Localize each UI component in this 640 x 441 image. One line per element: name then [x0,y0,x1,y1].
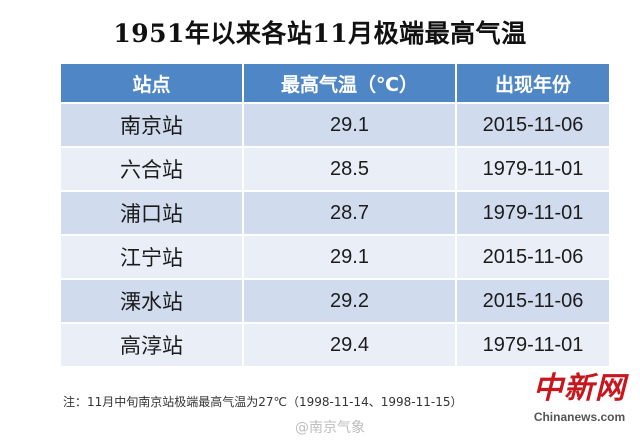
logo-english-text: Chinanews.com [533,410,626,424]
logo-chinese-text: 中新网 [533,371,626,406]
temp-cell: 29.1 [242,102,457,148]
station-cell: 南京站 [59,102,244,148]
temp-cell: 29.2 [242,278,457,324]
source-watermark: @南京气象 [295,420,365,436]
table-row: 江宁站 29.1 2015-11-06 [59,234,611,280]
station-cell: 浦口站 [59,190,244,236]
chinanews-logo: 中新网 Chinanews.com [533,371,626,425]
temperature-table: 站点 最高气温（℃） 出现年份 南京站 29.1 2015-11-06 六合站 … [59,62,611,368]
column-header-date: 出现年份 [455,62,611,104]
table-header-row: 站点 最高气温（℃） 出现年份 [59,62,611,104]
station-cell: 江宁站 [59,234,244,280]
station-cell: 六合站 [59,146,244,192]
temp-cell: 29.4 [242,322,457,368]
date-cell: 1979-11-01 [455,322,611,368]
station-cell: 溧水站 [59,278,244,324]
table-row: 浦口站 28.7 1979-11-01 [59,190,611,236]
date-cell: 2015-11-06 [455,102,611,148]
table-row: 高淳站 29.4 1979-11-01 [59,322,611,368]
table-row: 南京站 29.1 2015-11-06 [59,102,611,148]
table-row: 六合站 28.5 1979-11-01 [59,146,611,192]
temp-cell: 28.7 [242,190,457,236]
temp-cell: 28.5 [242,146,457,192]
date-cell: 2015-11-06 [455,278,611,324]
date-cell: 1979-11-01 [455,146,611,192]
page-title: 1951年以来各站11月极端最高气温 [113,19,527,48]
date-cell: 1979-11-01 [455,190,611,236]
column-header-max-temp: 最高气温（℃） [242,62,457,104]
date-cell: 2015-11-06 [455,234,611,280]
temp-cell: 29.1 [242,234,457,280]
footnote: 注：11月中旬南京站极端最高气温为27℃（1998-11-14、1998-11-… [63,395,463,409]
column-header-station: 站点 [59,62,244,104]
table-row: 溧水站 29.2 2015-11-06 [59,278,611,324]
station-cell: 高淳站 [59,322,244,368]
